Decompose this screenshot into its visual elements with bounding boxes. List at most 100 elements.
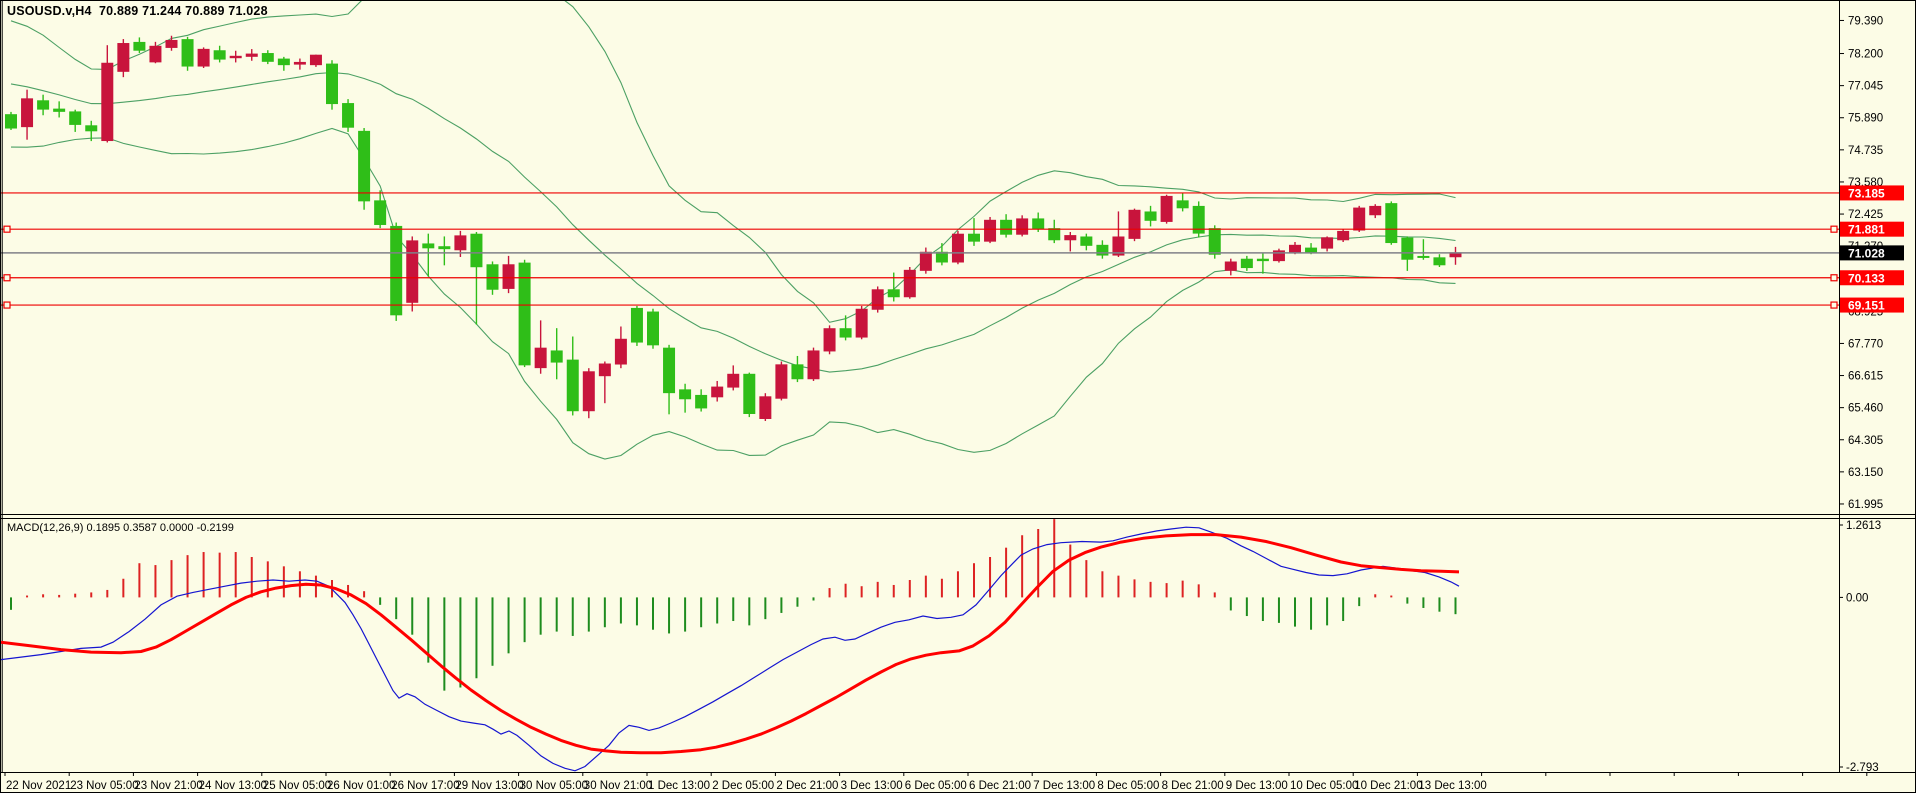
- price-badge-70.133: 70.133: [1840, 270, 1904, 286]
- candle-body: [1224, 261, 1237, 271]
- price-badge-text: 70.133: [1848, 271, 1885, 285]
- line-drag-handle[interactable]: [3, 225, 11, 233]
- candle-body: [711, 386, 724, 398]
- candle-body: [406, 240, 419, 303]
- price-badge-bg: [1840, 185, 1904, 201]
- price-badge-bg: [1840, 245, 1904, 261]
- candle-body: [1192, 205, 1205, 234]
- candle-body: [1112, 236, 1125, 256]
- candle-body: [550, 350, 563, 363]
- line-drag-handle[interactable]: [3, 301, 11, 309]
- candle-body: [518, 262, 531, 366]
- candle-body: [919, 251, 932, 271]
- macd-tick-label: -2.793: [1846, 762, 1879, 774]
- price-badge-bg: [1840, 221, 1904, 237]
- time-tick-label: 22 Nov 2021: [6, 780, 71, 792]
- candle-body: [855, 308, 868, 338]
- time-tick-label: 10 Dec 05:00: [1290, 780, 1358, 792]
- candle-body: [663, 347, 676, 394]
- candle-body: [1016, 218, 1029, 235]
- candle-body: [807, 350, 820, 380]
- candle-body: [1240, 258, 1253, 269]
- price-badge-71.881: 71.881: [1840, 221, 1904, 237]
- time-tick-label: 7 Dec 13:00: [1033, 780, 1095, 792]
- price-tick-label: 66.615: [1848, 371, 1883, 383]
- time-tick-label: 8 Dec 21:00: [1162, 780, 1224, 792]
- candle-body: [534, 347, 547, 369]
- candle-body: [309, 54, 322, 66]
- candle-body: [887, 289, 900, 298]
- candle-body: [791, 364, 804, 380]
- candle-body: [53, 108, 66, 112]
- candle-body: [582, 371, 595, 412]
- candle-body: [614, 338, 627, 365]
- candle-body: [1385, 203, 1398, 244]
- candle-body: [1208, 228, 1221, 255]
- candle-body: [181, 39, 194, 67]
- candle-body: [1080, 236, 1093, 246]
- candle-body: [261, 53, 274, 62]
- candle-body: [1272, 250, 1285, 262]
- time-tick-label: 2 Dec 05:00: [712, 780, 774, 792]
- time-tick-label: 6 Dec 21:00: [969, 780, 1031, 792]
- macd-panel: 1.2613 0.00 -2.793: [1, 519, 1881, 774]
- candle-body: [117, 43, 130, 72]
- candle-body: [839, 328, 852, 338]
- candle-body: [69, 111, 82, 125]
- price-badge-text: 73.185: [1848, 186, 1885, 200]
- line-drag-handle[interactable]: [1830, 274, 1838, 282]
- line-drag-handle[interactable]: [1830, 301, 1838, 309]
- candle-body: [213, 50, 226, 60]
- price-tick-label: 72.425: [1848, 209, 1883, 221]
- candle-body: [326, 63, 338, 105]
- bollinger-lower-line: [10, 127, 1456, 460]
- candle-body: [1096, 244, 1109, 256]
- time-tick-label: 25 Nov 05:00: [263, 780, 331, 792]
- candle-body: [727, 373, 740, 388]
- candle-body: [1128, 209, 1141, 239]
- candle-body: [1337, 230, 1350, 241]
- line-drag-handle[interactable]: [3, 274, 11, 282]
- candle-body: [133, 41, 146, 51]
- candle-body: [1401, 237, 1414, 260]
- price-tick-label: 63.150: [1848, 467, 1883, 479]
- candle-body: [358, 130, 371, 202]
- candle-body: [101, 62, 114, 142]
- candle-body: [470, 233, 483, 268]
- time-tick-label: 24 Nov 13:00: [199, 780, 267, 792]
- candle-body: [679, 389, 692, 400]
- price-tick-label: 61.995: [1848, 499, 1883, 511]
- candle-body: [229, 55, 242, 59]
- candle-body: [342, 103, 355, 128]
- candle-body: [1353, 207, 1366, 231]
- candle-body: [1256, 258, 1269, 262]
- time-tick-label: 23 Nov 05:00: [70, 780, 138, 792]
- candle-body: [1176, 200, 1189, 209]
- candle-body: [502, 264, 515, 289]
- price-badge-bg: [1840, 297, 1904, 313]
- candle-body: [1160, 195, 1173, 222]
- time-tick-label: 3 Dec 13:00: [841, 780, 903, 792]
- candle-body: [823, 328, 836, 352]
- candle-body: [1032, 218, 1045, 230]
- price-badge-69.151: 69.151: [1840, 297, 1904, 313]
- price-badge-71.028: 71.028: [1840, 245, 1904, 261]
- candle-body: [951, 233, 964, 263]
- bollinger-upper-line: [10, 1, 1456, 323]
- candle-body: [1048, 228, 1061, 241]
- candle-body: [984, 219, 997, 242]
- line-drag-handle[interactable]: [1830, 225, 1838, 233]
- time-tick-label: 10 Dec 21:00: [1354, 780, 1422, 792]
- price-badge-text: 71.028: [1848, 246, 1885, 260]
- candle-body: [775, 364, 788, 399]
- price-badge-bg: [1840, 270, 1904, 286]
- price-badge-text: 69.151: [1848, 299, 1885, 313]
- candle-body: [1417, 255, 1430, 258]
- price-tick-label: 64.305: [1848, 435, 1883, 447]
- candle-body: [5, 114, 17, 129]
- time-tick-label: 23 Nov 21:00: [134, 780, 202, 792]
